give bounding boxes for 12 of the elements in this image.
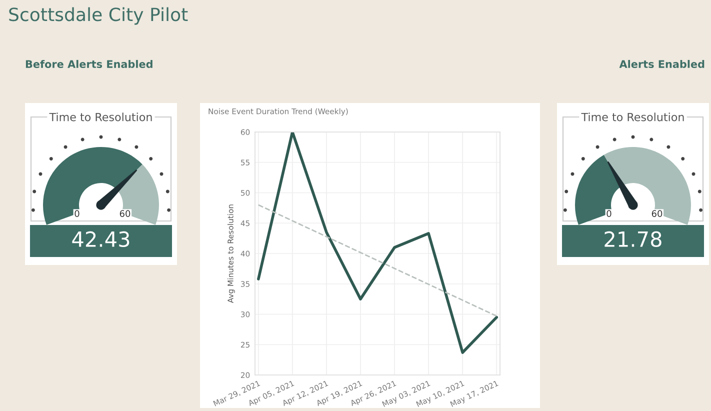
chart-title: Time to Resolution [581, 112, 684, 122]
chart-title: Time to Resolution [49, 112, 152, 122]
line-series [257, 132, 498, 354]
text: 0 [74, 210, 80, 217]
text: Scottsdale City Pilot [9, 7, 188, 25]
text: 60 [120, 210, 130, 217]
text: 21.78 [604, 231, 662, 248]
text: 0 [606, 210, 612, 217]
chart-subtitle: Alerts Enabled [619, 60, 704, 68]
text: 42.43 [72, 231, 130, 248]
text: 60 [652, 210, 662, 217]
chart-subtitle: Before Alerts Enabled [26, 60, 152, 68]
